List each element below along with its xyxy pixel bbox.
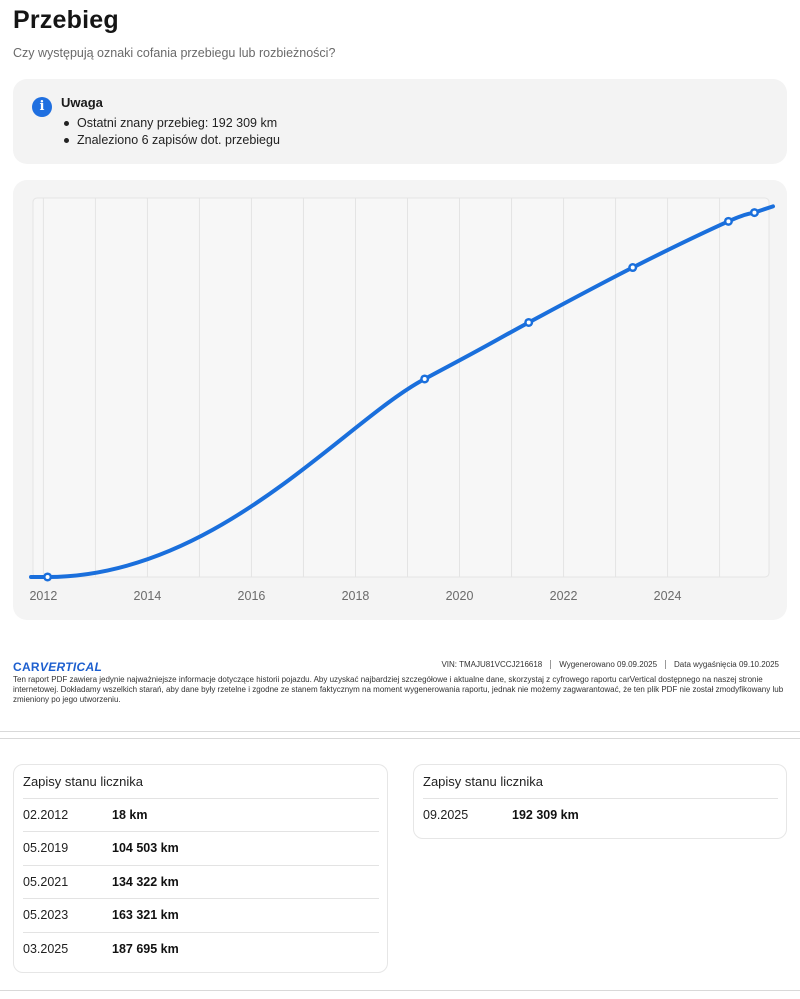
records-title: Zapisy stanu licznika [423, 774, 543, 789]
record-date: 02.2012 [23, 808, 69, 822]
x-tick-label: 2016 [238, 589, 266, 603]
x-tick-label: 2018 [342, 589, 370, 603]
disclaimer-text: Ten raport PDF zawiera jedynie najważnie… [13, 675, 784, 704]
page-subtitle: Czy występują oznaki cofania przebiegu l… [13, 46, 336, 60]
record-mileage: 134 322 km [112, 874, 179, 889]
data-point-center [526, 320, 531, 325]
x-tick-label: 2020 [446, 589, 474, 603]
expiry-date: Data wygaśnięcia 09.10.2025 [665, 660, 787, 669]
data-point-center [422, 376, 427, 381]
x-tick-label: 2024 [654, 589, 682, 603]
x-tick-label: 2012 [29, 589, 57, 603]
record-mileage: 104 503 km [112, 841, 179, 856]
table-row: 09.2025 192 309 km [423, 798, 778, 831]
data-point-center [752, 210, 757, 215]
x-tick-label: 2022 [550, 589, 578, 603]
x-tick-label: 2014 [134, 589, 162, 603]
records-table: 02.2012 18 km 05.2019 104 503 km 05.2021 134 … [23, 798, 379, 965]
brand-part-car: CAR [13, 660, 40, 674]
report-meta: VIN: TMAJU81VCCJ216618 Wygenerowano 09.0… [433, 660, 787, 669]
records-title: Zapisy stanu licznika [23, 774, 143, 789]
table-row: 02.2012 18 km [23, 798, 379, 831]
record-mileage: 192 309 km [512, 808, 579, 822]
notice-box: i Uwaga Ostatni znany przebieg: 192 309 … [13, 79, 787, 164]
mileage-chart-svg: 2012 2014 2016 2018 2020 2022 2024 [29, 197, 775, 603]
record-mileage: 18 km [112, 808, 148, 822]
data-point-center [45, 574, 50, 579]
record-mileage: 187 695 km [112, 941, 179, 956]
carvertical-logo: CARVERTICAL [13, 660, 102, 674]
page-title: Przebieg [13, 6, 119, 34]
record-mileage: 163 321 km [112, 908, 179, 923]
data-point-center [630, 265, 635, 270]
notice-item-last-mileage: Ostatni znany przebieg: 192 309 km [61, 115, 280, 132]
table-row: 05.2023 163 321 km [23, 898, 379, 931]
odometer-records-card-right: Zapisy stanu licznika 09.2025 192 309 km [413, 764, 787, 839]
record-date: 05.2023 [23, 908, 69, 923]
notice-list: Ostatni znany przebieg: 192 309 km Znale… [61, 115, 280, 149]
records-table: 09.2025 192 309 km [423, 798, 778, 831]
odometer-records-card-left: Zapisy stanu licznika 02.2012 18 km 05.201… [13, 764, 388, 973]
info-icon: i [32, 97, 52, 117]
data-point-center [726, 219, 731, 224]
record-date: 03.2025 [23, 941, 69, 956]
notice-title: Uwaga [61, 95, 103, 110]
record-date: 05.2021 [23, 874, 69, 889]
table-row: 03.2025 187 695 km [23, 931, 379, 965]
brand-part-vertical: VERTICAL [39, 660, 103, 674]
page-divider-bottom [0, 738, 800, 739]
vin-label: VIN: TMAJU81VCCJ216618 [441, 660, 543, 669]
page-divider-top [0, 731, 800, 732]
record-date: 09.2025 [423, 808, 469, 822]
table-row: 05.2021 134 322 km [23, 864, 379, 898]
page-divider-bottom-edge [0, 990, 800, 991]
mileage-chart: 2012 2014 2016 2018 2020 2022 2024 [13, 180, 787, 620]
record-date: 05.2019 [23, 841, 69, 856]
table-row: 05.2019 104 503 km [23, 831, 379, 864]
notice-item-records-found: Znaleziono 6 zapisów dot. przebiegu [61, 132, 280, 149]
generated-date: Wygenerowano 09.09.2025 [550, 660, 665, 669]
